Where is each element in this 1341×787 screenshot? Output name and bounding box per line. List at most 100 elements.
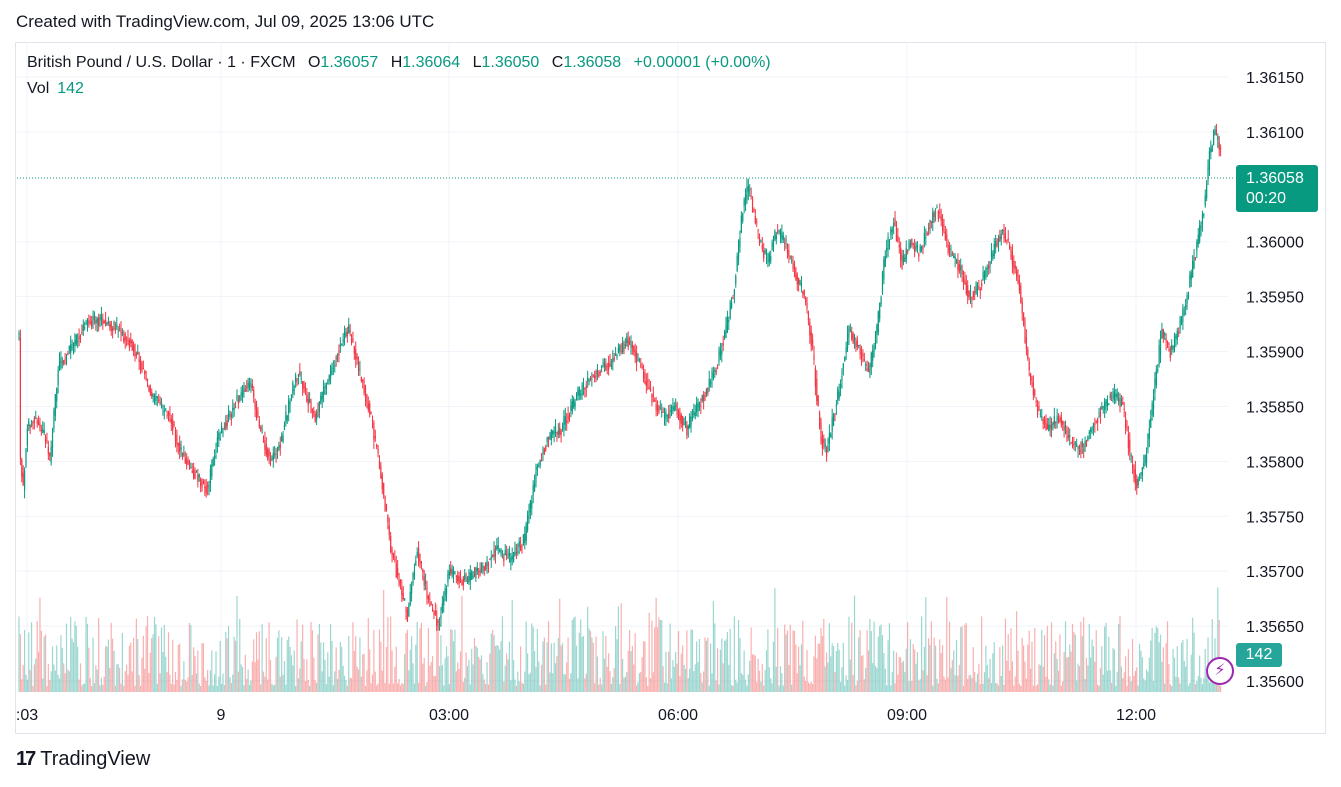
volume-bar [925, 596, 927, 692]
volume-bar [1122, 678, 1124, 692]
lightning-icon[interactable]: ⚡ [1206, 657, 1234, 685]
candle-body [398, 579, 400, 586]
candle-body [1011, 251, 1014, 265]
volume-bar [837, 643, 839, 692]
candle-body [792, 263, 794, 270]
volume-bar [324, 659, 326, 692]
volume-bar [533, 650, 536, 692]
volume-bar [360, 676, 362, 692]
candle-body [313, 410, 315, 414]
volume-bar [1029, 668, 1032, 692]
candle-body [623, 346, 625, 351]
volume-bar [489, 653, 491, 692]
symbol-name[interactable]: British Pound / U.S. Dollar · 1 · FXCM [27, 54, 296, 71]
volume-bar [336, 678, 339, 692]
candle-body [392, 553, 395, 558]
volume-bars [18, 587, 1222, 692]
volume-bar [691, 629, 694, 692]
candle-body [311, 408, 314, 411]
candle-body [858, 345, 860, 347]
volume-bar [865, 667, 867, 692]
volume-bar [961, 626, 963, 692]
candle-body [458, 576, 460, 584]
volume-bar [1003, 684, 1005, 692]
candle-body [1150, 418, 1152, 428]
volume-bar [1069, 644, 1071, 692]
candle-body [540, 460, 543, 462]
y-tick-label: 1.35800 [1246, 454, 1304, 471]
volume-bar [1062, 681, 1064, 692]
candle-body [1018, 279, 1021, 291]
candle-body [1158, 344, 1160, 365]
volume-bar [902, 660, 905, 692]
candle-body [533, 482, 536, 491]
volume-bar [845, 675, 847, 692]
candle-body [42, 429, 44, 433]
candle-body [888, 240, 891, 242]
candle-body [113, 321, 115, 328]
volume-bar [960, 627, 962, 692]
volume-bar [946, 597, 948, 692]
candle-body [156, 396, 158, 398]
volume-bar [485, 683, 487, 692]
chart-frame[interactable] [15, 42, 1326, 734]
candle-body [573, 399, 575, 408]
volume-bar [965, 622, 967, 692]
candle-body [56, 388, 58, 402]
candle-body [306, 394, 308, 402]
volume-bar [1049, 684, 1051, 692]
volume-bar [1039, 665, 1041, 692]
candle-body [329, 366, 332, 379]
candle-body [229, 410, 231, 416]
volume-bar [838, 649, 840, 692]
candle-body [356, 356, 358, 360]
candle-body [683, 421, 685, 423]
candle-body [1039, 413, 1041, 415]
volume-bar [434, 675, 436, 692]
volume-label[interactable]: Vol [27, 80, 50, 97]
candle-body [176, 434, 178, 444]
candle-body [153, 396, 156, 401]
volume-bar [705, 640, 708, 692]
volume-bar [1157, 627, 1159, 692]
candle-body [1067, 434, 1069, 439]
y-tick-label: 1.35850 [1246, 399, 1304, 416]
volume-bar [546, 642, 548, 692]
volume-bar [1196, 681, 1198, 692]
volume-bar [281, 637, 283, 692]
volume-bar [309, 685, 311, 692]
candle-body [395, 562, 397, 578]
volume-bar [1151, 628, 1153, 692]
volume-bar [849, 659, 851, 692]
candle-body [890, 228, 892, 236]
candle-body [1032, 382, 1034, 395]
volume-bar [124, 671, 126, 692]
volume-bar [747, 674, 749, 692]
volume-bar [1120, 666, 1123, 692]
volume-bar [1046, 626, 1048, 692]
candle-body [1063, 426, 1065, 430]
candle-body [51, 432, 54, 449]
volume-bar [227, 626, 230, 692]
candle-body [490, 556, 492, 560]
volume-bar [890, 685, 892, 692]
volume-bar [448, 684, 450, 692]
candle-body [852, 333, 854, 344]
candle-body [634, 350, 636, 358]
candle-body [981, 283, 983, 286]
candle-body [735, 276, 737, 285]
volume-bar [992, 653, 994, 692]
candle-body [274, 453, 276, 455]
volume-bar [51, 646, 54, 692]
candle-body [1203, 214, 1205, 216]
candle-body [44, 437, 47, 442]
volume-bar [574, 616, 576, 692]
volume-bar [1148, 657, 1150, 692]
volume-bar [561, 643, 564, 692]
y-tick-label: 1.35950 [1246, 290, 1304, 307]
candle-body [205, 486, 207, 494]
volume-bar [207, 669, 209, 692]
candle-body [430, 602, 432, 605]
candle-body [648, 386, 650, 390]
